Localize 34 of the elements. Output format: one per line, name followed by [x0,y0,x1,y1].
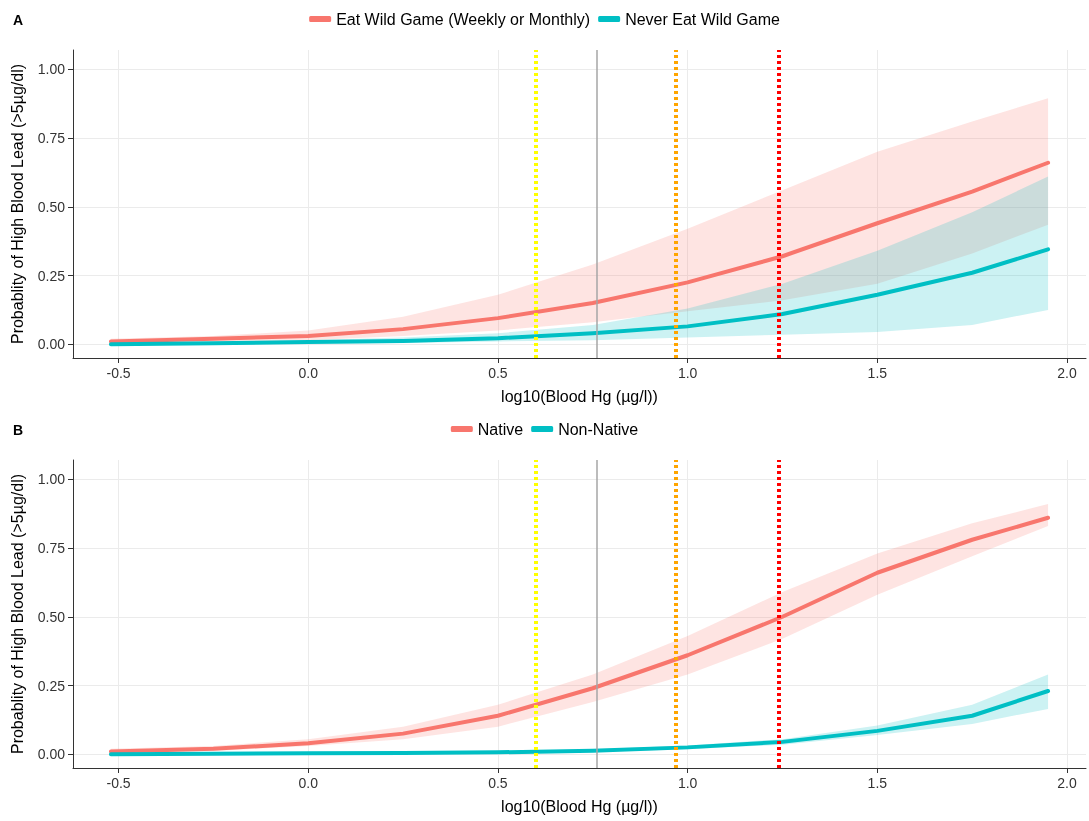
y-axis-title: Probablity of High Blood Lead (>5µg/dl) [8,63,26,345]
line-series [108,247,1051,347]
x-axis-title: log10(Blood Hg (µg/l)) [501,797,658,815]
x-axis-title: log10(Blood Hg (µg/l)) [501,387,658,405]
x-tick-label: 2.0 [1057,365,1077,381]
y-tick-label: 0.75 [37,130,66,146]
y-tick-label: 0.75 [37,540,66,556]
y-tick-label: 0.25 [37,677,66,694]
legend-label: Non-Native [558,420,639,438]
x-tick-label: 1.5 [867,365,888,381]
y-tick-label: 0.25 [37,267,66,284]
x-tick-label: 0.0 [298,775,319,791]
chart-title: A [13,12,24,28]
y-tick-label: 0.00 [37,336,66,353]
y-tick-label: 0.00 [37,746,66,763]
x-tick-label: 1.0 [677,365,698,381]
x-tick-label: 0.5 [488,775,508,791]
legend-label: Native [477,420,524,438]
chart-title: B [13,422,24,438]
x-tick-label: 1.5 [867,775,888,791]
y-tick-label: 1.00 [37,471,66,488]
y-tick-label: 1.00 [37,61,66,78]
x-tick-label: 1.0 [677,775,698,791]
x-tick-label: -0.5 [106,365,131,381]
y-tick-label: 0.50 [37,198,66,215]
legend-label: Eat Wild Game (Weekly or Monthly) [336,10,591,28]
x-tick-label: 0.0 [298,365,319,381]
legend-label: Never Eat Wild Game [625,10,780,28]
line-series [108,689,1051,757]
x-tick-label: 0.5 [488,365,508,381]
x-tick-label: 2.0 [1057,775,1077,791]
y-axis-title: Probablity of High Blood Lead (>5µg/dl) [8,473,26,755]
x-tick-label: -0.5 [106,775,131,791]
y-tick-label: 0.50 [37,608,66,625]
